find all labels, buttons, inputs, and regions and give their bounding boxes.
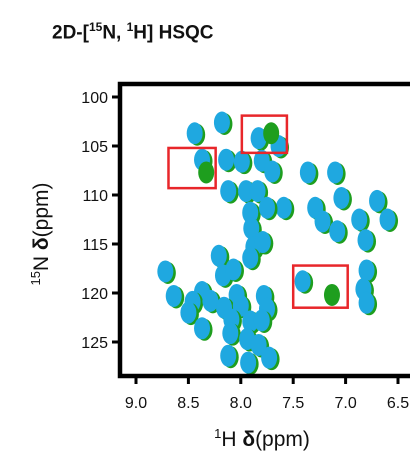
peak-point — [210, 244, 227, 267]
y-tick-label: 115 — [82, 237, 108, 254]
x-tick-label: 8.5 — [177, 395, 199, 412]
peak-point — [218, 148, 235, 171]
y-tick-label: 110 — [82, 188, 108, 205]
peak-layer — [157, 111, 399, 376]
y-tick-label: 100 — [81, 90, 108, 107]
peak-point — [299, 161, 316, 184]
peak-point — [157, 260, 174, 283]
title-prefix: 2D-[ — [52, 22, 89, 44]
peak-point — [369, 189, 386, 212]
highlight-box — [167, 146, 217, 190]
highlight-box — [240, 114, 289, 155]
peak-point — [186, 122, 203, 145]
peak-point — [333, 186, 350, 209]
peak-point — [220, 180, 237, 203]
y-label-unit: (ppm) — [30, 182, 53, 237]
peak-point — [202, 289, 219, 312]
peak-point — [264, 160, 281, 183]
peak-point — [165, 284, 182, 307]
peak-point — [275, 196, 292, 219]
peak-point — [314, 210, 331, 233]
peak-point — [180, 301, 197, 324]
peak-point — [249, 180, 266, 203]
shifted-peak-point — [263, 122, 280, 145]
peak-point — [327, 161, 344, 184]
peak-point — [243, 217, 260, 240]
peak-point — [259, 196, 275, 219]
peak-point — [240, 351, 257, 374]
peak-point — [194, 317, 211, 340]
peak-point — [242, 310, 259, 333]
x-tick-label: 7.0 — [334, 395, 356, 412]
peak-point — [250, 333, 267, 356]
peak-point — [379, 208, 396, 231]
x-label-delta: δ — [242, 428, 255, 451]
x-tick-label: 6.5 — [387, 395, 409, 412]
x-tick-label: 8.0 — [230, 395, 252, 412]
title-n-text: N, — [102, 22, 127, 44]
peak-point — [242, 246, 259, 269]
y-tick-label: 105 — [81, 139, 108, 156]
title-iso-n: 15 — [88, 20, 103, 34]
peak-point — [253, 309, 270, 332]
peak-point — [225, 258, 242, 281]
title-iso-h: 1 — [126, 20, 134, 34]
x-tick-label: 7.5 — [282, 395, 304, 412]
peak-point — [254, 231, 271, 254]
peak-point — [329, 220, 346, 243]
peak-point — [358, 259, 375, 282]
peak-point — [238, 180, 255, 203]
x-label-unit: (ppm) — [255, 428, 310, 451]
peak-point — [213, 111, 230, 134]
x-label-iso: 1 — [214, 426, 221, 441]
x-tick-label: 9.0 — [125, 395, 147, 412]
peak-point — [358, 291, 375, 314]
peak-point — [250, 127, 267, 150]
y-axis-label: 15N δ(ppm) — [28, 182, 53, 285]
chart-title: 2D-[15N, 1H] HSQC — [52, 20, 214, 44]
x-axis-label: 1H δ(ppm) — [214, 426, 310, 451]
peak-point — [222, 322, 239, 345]
y-label-atom: N — [30, 250, 53, 271]
y-tick-label: 125 — [81, 335, 108, 352]
y-label-delta: δ — [30, 237, 53, 250]
peak-point — [351, 208, 368, 231]
peak-point — [220, 344, 237, 367]
plot-frame — [117, 81, 410, 379]
highlight-boxes — [167, 114, 349, 309]
peak-point — [233, 150, 250, 173]
y-label-iso: 15 — [28, 271, 43, 285]
peak-point — [294, 270, 311, 293]
tick-layer: 100 105 110 115 120 125 9.0 8.5 8.0 7.5 7.0 6.5 — [81, 90, 409, 412]
y-tick-label: 120 — [81, 286, 108, 303]
peak-point — [261, 346, 278, 369]
title-h-text: H] HSQC — [133, 22, 214, 44]
highlight-box — [291, 264, 349, 309]
shifted-peak-point — [323, 283, 340, 306]
x-label-atom: H — [221, 428, 242, 451]
peak-point — [357, 229, 374, 252]
shifted-peak-point — [198, 161, 215, 184]
